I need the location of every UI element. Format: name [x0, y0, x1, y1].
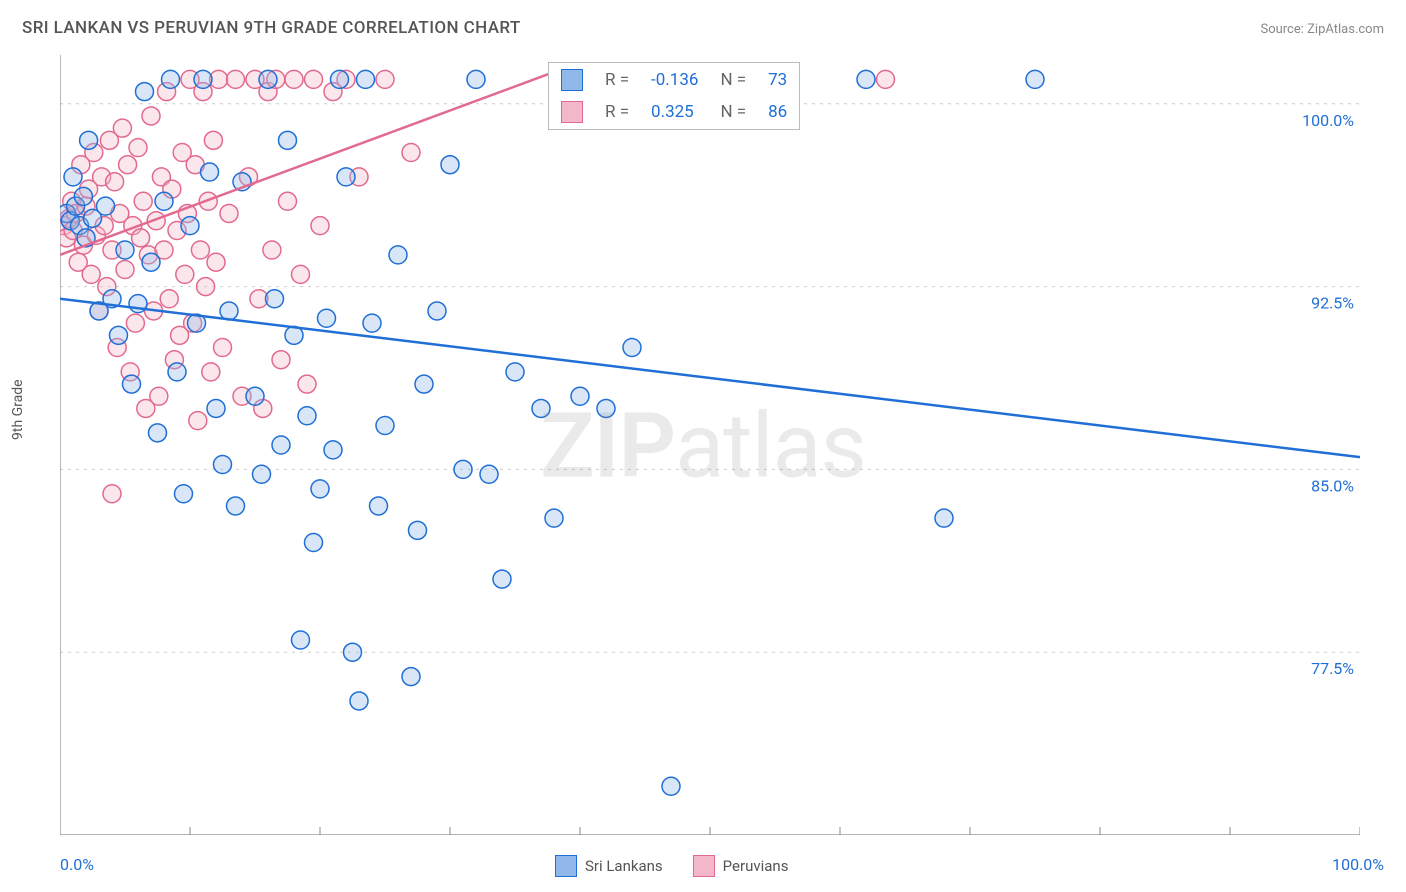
scatter-chart: 77.5% 85.0% 92.5% 100.0% [60, 55, 1360, 835]
svg-text:85.0%: 85.0% [1311, 476, 1354, 495]
stat-n-value: 86 [758, 97, 797, 127]
stat-r-label: R = [595, 97, 639, 127]
stat-n-label: N = [710, 65, 756, 95]
legend-swatch [555, 855, 577, 877]
svg-text:92.5%: 92.5% [1311, 294, 1354, 313]
svg-text:100.0%: 100.0% [1302, 111, 1354, 130]
legend-swatch [561, 69, 583, 91]
legend-label: Sri Lankans [585, 857, 663, 875]
chart-title: SRI LANKAN VS PERUVIAN 9TH GRADE CORRELA… [22, 18, 521, 38]
y-axis-label: 9th Grade [10, 379, 26, 440]
x-axis-min-label: 0.0% [60, 855, 94, 874]
series-legend: Sri Lankans Peruvians [555, 855, 788, 877]
legend-item: Sri Lankans [555, 855, 663, 877]
legend-label: Peruvians [723, 857, 789, 875]
legend-swatch [561, 101, 583, 123]
legend-item: Peruvians [693, 855, 789, 877]
stat-n-label: N = [710, 97, 756, 127]
stat-n-value: 73 [758, 65, 797, 95]
legend-swatch [693, 855, 715, 877]
correlation-stats-legend: R =-0.136N =73 R =0.325N =86 [548, 62, 800, 130]
source-attribution: Source: ZipAtlas.com [1260, 22, 1384, 37]
stat-r-value: -0.136 [641, 65, 708, 95]
stat-r-value: 0.325 [641, 97, 708, 127]
svg-text:77.5%: 77.5% [1311, 659, 1354, 678]
stat-r-label: R = [595, 65, 639, 95]
x-axis-max-label: 100.0% [1332, 855, 1384, 874]
